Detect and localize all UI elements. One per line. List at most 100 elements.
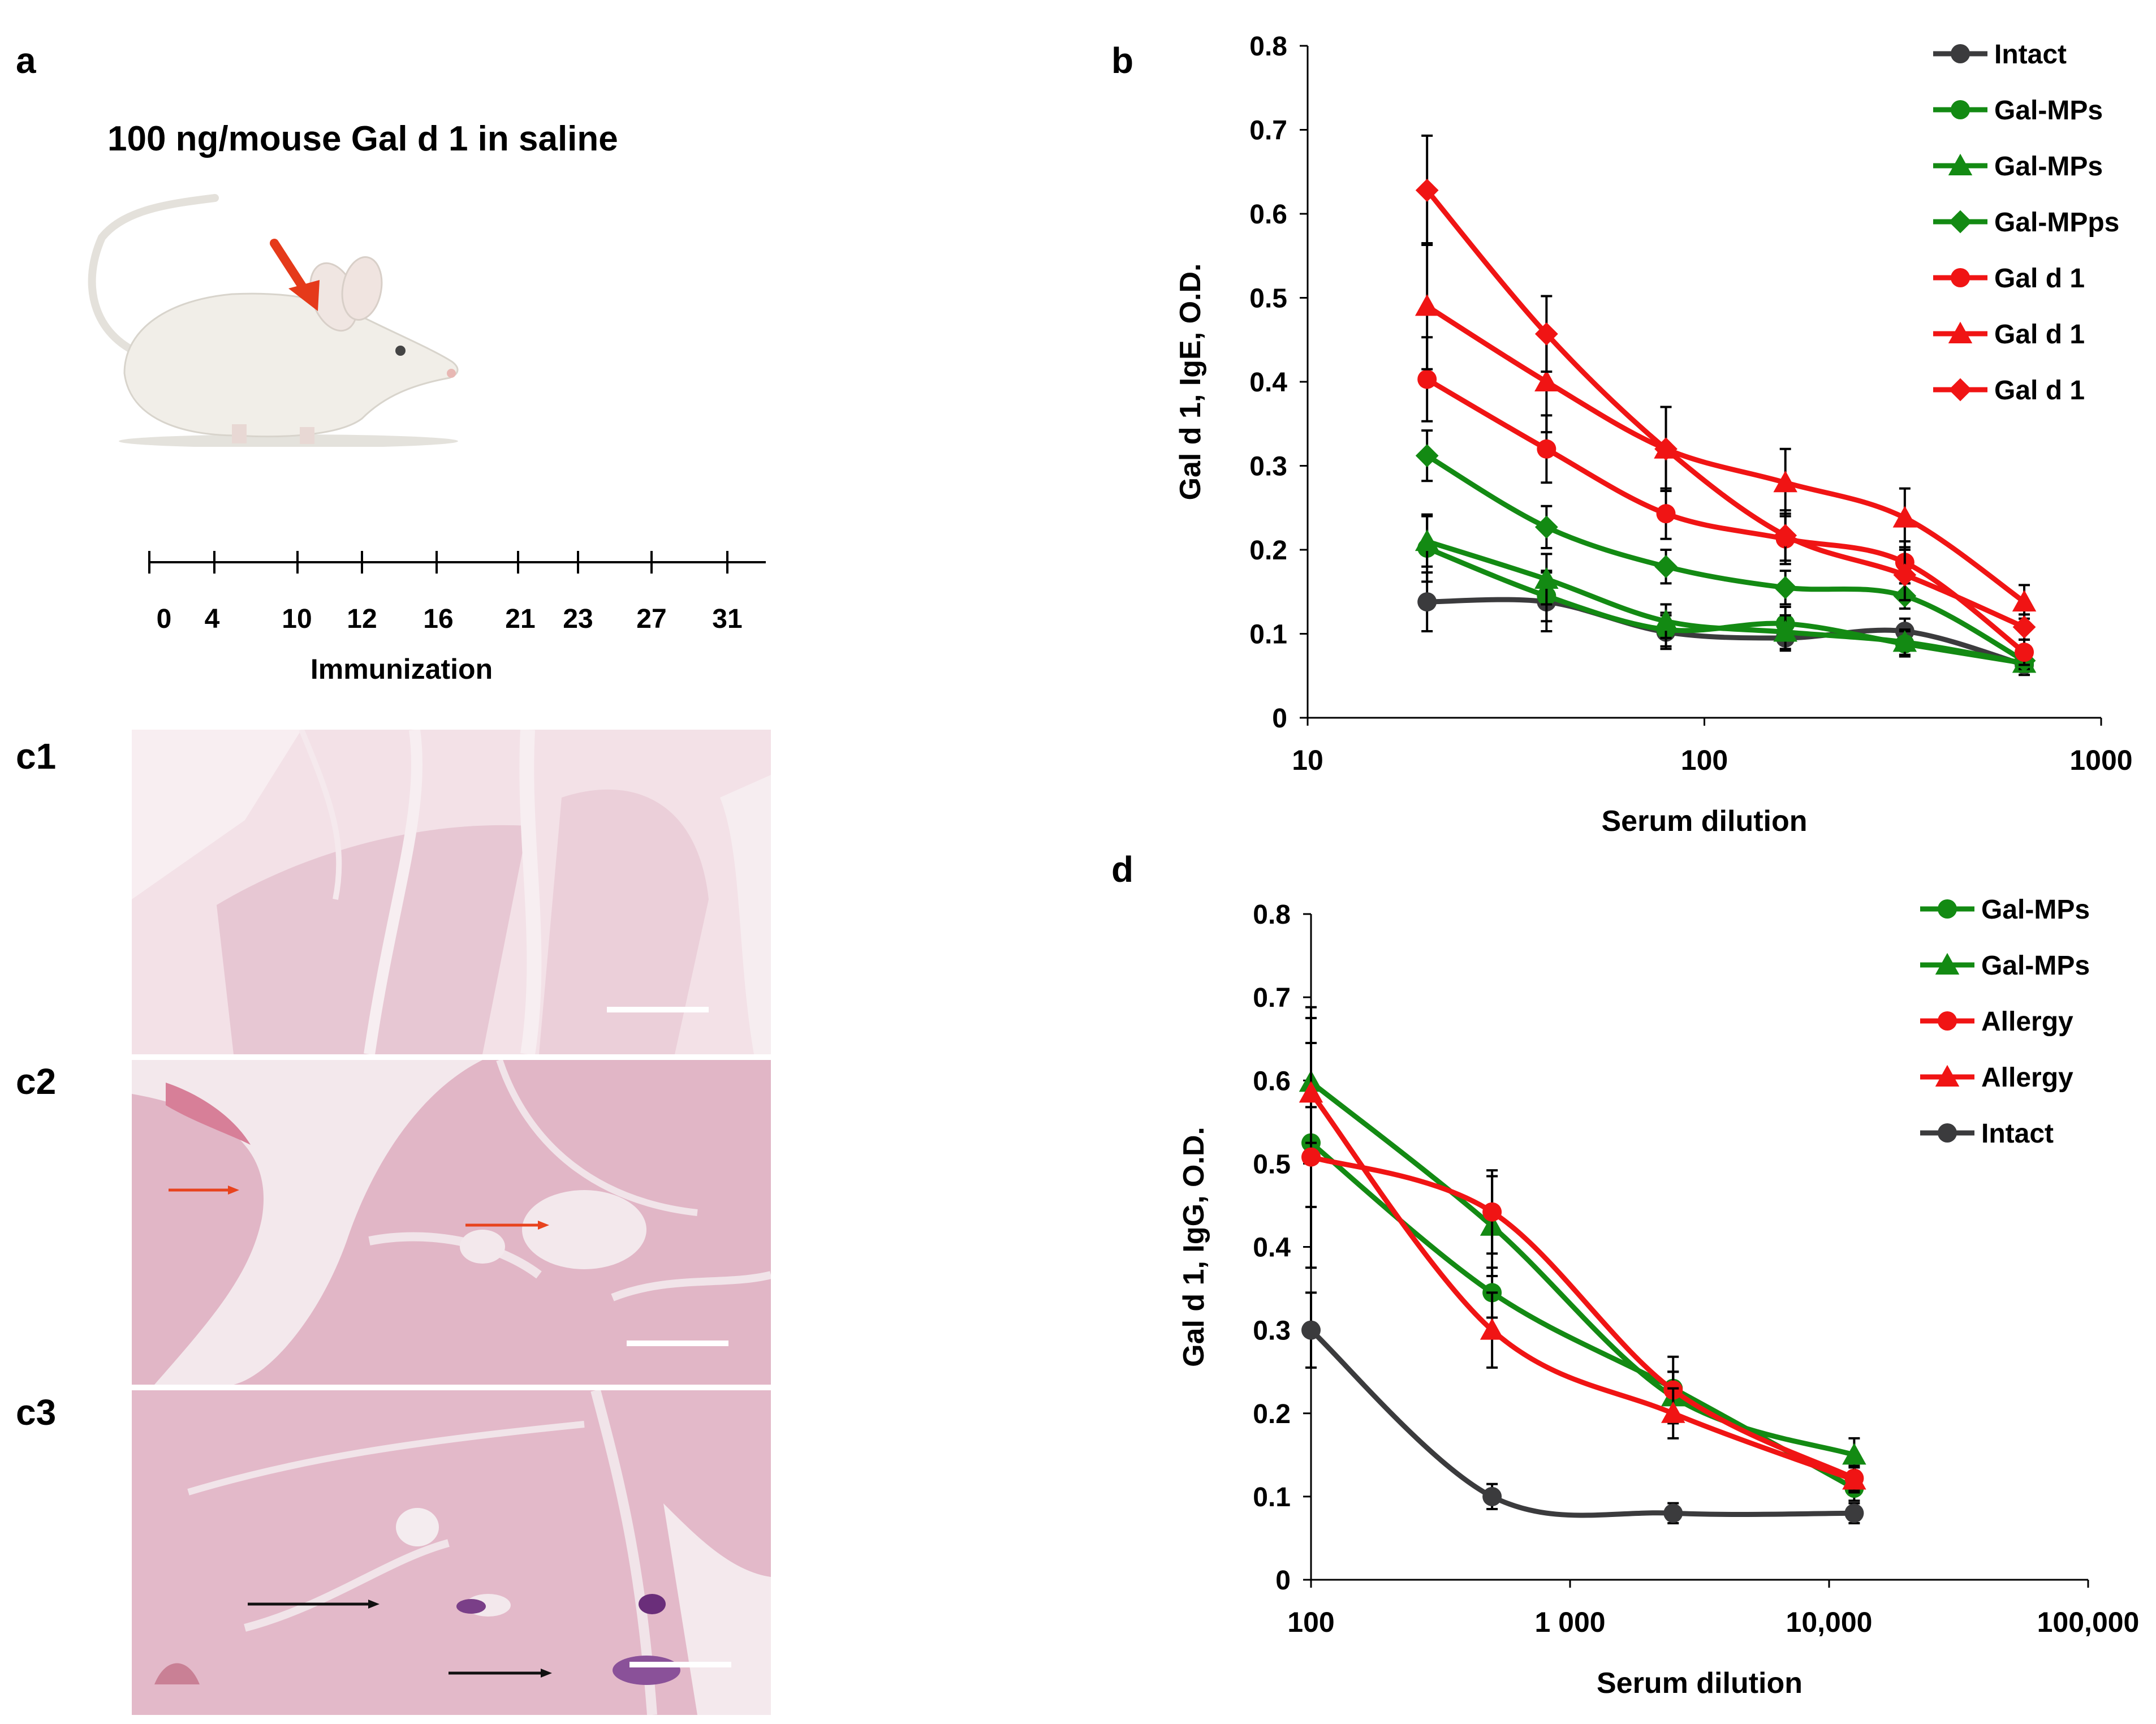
mouse-illustration [88, 194, 459, 447]
data-point [1301, 1147, 1321, 1167]
data-point [1534, 369, 1559, 391]
legend-marker [1951, 268, 1970, 287]
series-line [1425, 304, 2026, 604]
data-point [1654, 437, 1678, 461]
series-4 [1301, 1291, 1864, 1524]
scale-bar [629, 1662, 731, 1667]
legend-marker [1951, 100, 1970, 119]
series-line [1425, 188, 2025, 630]
histology-image-c2 [132, 1060, 771, 1385]
y-tick-label: 0.3 [1253, 1316, 1291, 1346]
data-point [1482, 1486, 1502, 1506]
x-axis-title: Serum dilution [1602, 805, 1808, 838]
legend-entry: Gal-MPs [1981, 895, 2090, 925]
immunization-timeline: 0 4 10 12 16 21 23 27 31 Immunization [148, 551, 766, 685]
series-line [1426, 538, 2025, 666]
y-tick-label: 0.6 [1253, 1066, 1291, 1096]
data-point [1656, 504, 1676, 524]
data-point [1774, 524, 1797, 548]
data-point [1415, 294, 1439, 316]
series-line [1425, 453, 2026, 663]
series-0 [1301, 1016, 1864, 1502]
y-tick-label: 0 [1272, 704, 1287, 734]
x-axis-title: Serum dilution [1597, 1667, 1803, 1700]
data-point [1654, 609, 1678, 631]
y-tick-label: 0.8 [1249, 32, 1287, 62]
y-tick-label: 0.4 [1249, 368, 1287, 398]
x-tick-label: 100 [1681, 744, 1728, 776]
legend-entry: Gal-MPps [1994, 208, 2119, 238]
chart-d: 0 0.1 0.2 0.3 0.4 0.5 0.6 0.7 0.8 100 1 000 10,000 1… [1178, 895, 2140, 1700]
legend-marker [1951, 44, 1970, 63]
legend-entry: Gal-MPs [1981, 951, 2090, 981]
chart-b: 0 0.1 0.2 0.3 0.4 0.5 0.6 0.7 0.8 10 100 1000 Serum … [1174, 32, 2133, 838]
x-tick-label: 1000 [2069, 744, 2132, 776]
x-tick-label: 10 [1292, 744, 1323, 776]
legend-marker [1948, 153, 1973, 175]
data-point [1415, 179, 1439, 202]
data-point [1654, 555, 1678, 579]
data-point [1482, 1202, 1502, 1222]
timeline-tick: 27 [636, 604, 666, 634]
data-point [1842, 1468, 1866, 1490]
y-tick-label: 0 [1275, 1566, 1291, 1596]
timeline-tick: 12 [347, 604, 377, 634]
legend-entry: Gal-MPs [1994, 96, 2103, 126]
data-point [1417, 592, 1437, 612]
timeline-tick: 21 [505, 604, 535, 634]
timeline-tick: 10 [282, 604, 312, 634]
data-point [1480, 1318, 1504, 1340]
y-tick-label: 0.1 [1249, 620, 1287, 650]
data-point [1417, 369, 1437, 389]
data-point [1661, 1401, 1685, 1423]
histology-image-c3 [132, 1390, 771, 1715]
data-point [2015, 643, 2034, 662]
legend-entry: Gal d 1 [1994, 320, 2085, 350]
data-point [1415, 444, 1439, 468]
data-point [1773, 470, 1797, 493]
legend-marker [1938, 1123, 1957, 1143]
data-point [1301, 1320, 1321, 1340]
data-point [1534, 567, 1559, 589]
timeline-tick: 31 [712, 604, 742, 634]
x-tick-label: 100,000 [2037, 1606, 2140, 1638]
y-tick-label: 0.5 [1253, 1149, 1291, 1179]
panel-label-b: b [1111, 40, 1134, 81]
data-point [1842, 1443, 1866, 1465]
panel-label-c3: c3 [16, 1392, 57, 1433]
legend-marker [1935, 1064, 1960, 1087]
series-line [1425, 377, 2026, 654]
data-point [2012, 589, 2037, 612]
y-tick-label: 0.2 [1253, 1399, 1291, 1429]
y-axis-title: Gal d 1, IgG, O.D. [1178, 1127, 1210, 1367]
panel-label-d: d [1111, 849, 1134, 890]
y-tick-label: 0.7 [1253, 983, 1291, 1013]
timeline-tick: 0 [157, 604, 172, 634]
y-tick-label: 0.1 [1253, 1482, 1291, 1512]
panel-label-c2: c2 [16, 1061, 57, 1102]
x-tick-label: 1 000 [1534, 1606, 1605, 1638]
legend-entry: Allergy [1981, 1007, 2073, 1037]
panel-label-c1: c1 [16, 736, 57, 777]
data-point [1534, 515, 1558, 539]
x-tick-label: 10,000 [1786, 1606, 1873, 1638]
timeline-tick: 16 [423, 604, 453, 634]
y-tick-label: 0.7 [1249, 116, 1287, 146]
y-tick-label: 0.8 [1253, 900, 1291, 930]
data-point [1892, 506, 1917, 528]
y-tick-label: 0.6 [1249, 200, 1287, 230]
timeline-label: Immunization [311, 653, 493, 685]
scale-bar [627, 1341, 728, 1346]
scale-bar [607, 1007, 709, 1012]
series-5 [1415, 242, 2037, 620]
histology-image-c1 [132, 730, 771, 1054]
series-line [1309, 1080, 1855, 1458]
data-point [1299, 1081, 1323, 1103]
y-axis-title: Gal d 1, IgE, O.D. [1174, 264, 1207, 501]
series-2 [1301, 1106, 1864, 1492]
injection-arrow-icon [270, 239, 320, 311]
x-tick-label: 100 [1287, 1606, 1334, 1638]
data-point [2012, 615, 2036, 639]
legend-entry: Intact [1981, 1119, 2054, 1149]
panel-a-title: 100 ng/mouse Gal d 1 in saline [107, 119, 618, 158]
